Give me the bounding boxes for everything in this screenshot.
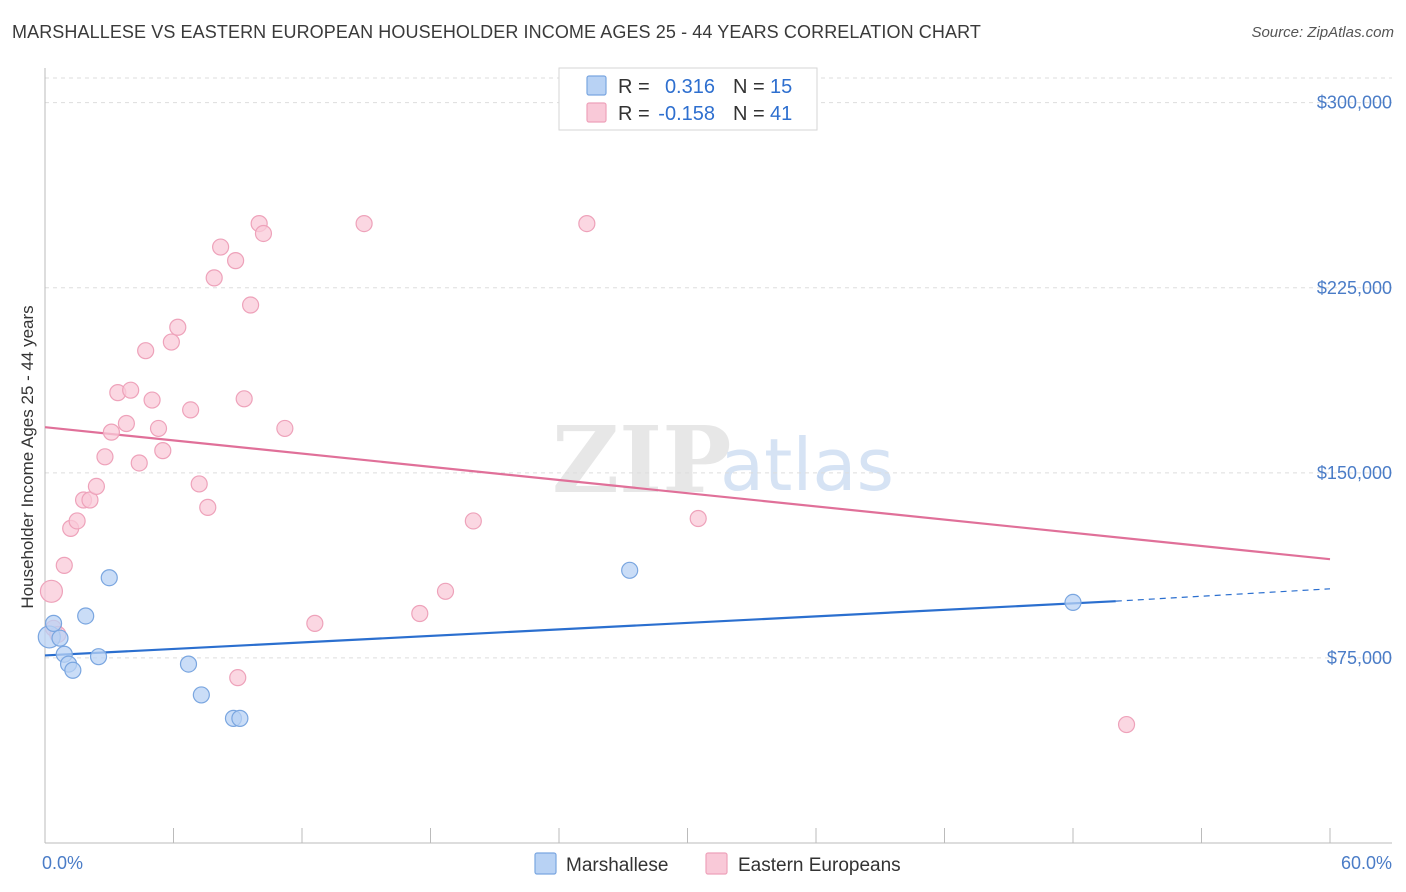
point-eastern-europeans-25 — [212, 238, 230, 256]
point-eastern-europeans-20 — [169, 318, 187, 336]
point-eastern-europeans-29 — [242, 296, 260, 314]
point-eastern-europeans-32 — [276, 419, 294, 438]
trend-line-marshallese-extension — [1115, 588, 1331, 602]
point-eastern-europeans-3 — [55, 556, 73, 574]
point-eastern-europeans-5 — [68, 512, 86, 530]
watermark-atlas: atlas — [720, 423, 894, 507]
point-marshallese-1 — [44, 614, 63, 632]
legend-r-value-1: -0.158 — [658, 103, 715, 125]
point-eastern-europeans-18 — [154, 442, 172, 460]
legend-swatch-marshallese — [586, 75, 607, 96]
point-eastern-europeans-40 — [1117, 715, 1136, 734]
legend-n-label-1: N = — [733, 103, 765, 125]
point-eastern-europeans-21 — [182, 401, 200, 419]
point-marshallese-6 — [77, 607, 95, 625]
legend-r-value-0: 0.316 — [665, 76, 715, 98]
legend-n-value-0: 15 — [770, 76, 792, 98]
x-tick-label-min: 0.0% — [42, 853, 83, 873]
point-eastern-europeans-23 — [199, 498, 217, 516]
point-eastern-europeans-12 — [117, 414, 135, 433]
y-tick-label-3: $300,000 — [1317, 93, 1392, 113]
point-eastern-europeans-37 — [464, 512, 482, 530]
point-marshallese-14 — [1064, 593, 1082, 611]
point-eastern-europeans-34 — [355, 214, 373, 233]
scatter-points — [37, 214, 1136, 734]
chart-title: MARSHALLESE VS EASTERN EUROPEAN HOUSEHOL… — [12, 22, 981, 42]
point-eastern-europeans-17 — [149, 419, 168, 438]
series-legend-swatch-eastern-europeans — [705, 852, 728, 875]
y-tick-label-0: $75,000 — [1327, 648, 1392, 668]
legend-n-value-1: 41 — [770, 103, 792, 125]
trend-line-marshallese — [44, 600, 1116, 657]
legend-r-label-1: R = — [618, 103, 650, 125]
point-eastern-europeans-14 — [130, 454, 148, 472]
point-eastern-europeans-31 — [254, 224, 273, 243]
grid-lines — [45, 77, 1392, 659]
point-eastern-europeans-26 — [227, 252, 245, 270]
y-tick-label-1: $150,000 — [1317, 463, 1392, 483]
series-legend-label-eastern-europeans: Eastern Europeans — [738, 855, 901, 876]
point-eastern-europeans-10 — [102, 423, 120, 441]
point-eastern-europeans-0 — [39, 579, 64, 603]
point-eastern-europeans-36 — [436, 582, 455, 600]
point-eastern-europeans-27 — [229, 669, 247, 687]
series-legend-label-marshallese: Marshallese — [566, 855, 668, 876]
y-tick-label-2: $225,000 — [1317, 278, 1392, 298]
legend-swatch-eastern-europeans — [586, 102, 607, 123]
point-marshallese-13 — [621, 561, 639, 579]
point-eastern-europeans-15 — [137, 342, 155, 360]
point-marshallese-5 — [64, 661, 82, 679]
chart-source: Source: ZipAtlas.com — [1251, 24, 1394, 41]
point-marshallese-8 — [100, 569, 118, 587]
trend-line-eastern-europeans — [44, 426, 1331, 561]
point-eastern-europeans-19 — [162, 333, 180, 351]
watermark-zip: ZIP — [552, 406, 731, 514]
point-marshallese-9 — [179, 655, 198, 673]
point-eastern-europeans-13 — [122, 381, 140, 399]
stats-legend: R = 0.316 N = 15 R = -0.158 N = 41 — [558, 67, 818, 131]
point-eastern-europeans-22 — [190, 475, 208, 493]
legend-r-label-0: R = — [618, 76, 650, 98]
point-eastern-europeans-28 — [235, 390, 253, 408]
point-eastern-europeans-33 — [306, 614, 324, 632]
point-eastern-europeans-38 — [578, 214, 596, 233]
point-marshallese-12 — [231, 709, 249, 727]
point-marshallese-2 — [51, 629, 69, 647]
point-marshallese-7 — [89, 648, 108, 666]
trend-lines — [44, 426, 1331, 657]
point-eastern-europeans-39 — [689, 509, 707, 528]
point-eastern-europeans-8 — [87, 477, 106, 496]
series-legend: Marshallese Eastern Europeans — [534, 852, 901, 876]
series-legend-swatch-marshallese — [534, 852, 557, 875]
point-eastern-europeans-9 — [96, 448, 114, 466]
legend-n-label-0: N = — [733, 76, 765, 98]
x-tick-label-max: 60.0% — [1341, 853, 1392, 873]
y-axis-label: Householder Income Ages 25 - 44 years — [18, 305, 37, 608]
point-eastern-europeans-16 — [143, 391, 161, 409]
point-eastern-europeans-24 — [205, 269, 223, 287]
point-marshallese-10 — [192, 686, 210, 704]
y-tick-labels: $75,000 $150,000 $225,000 $300,000 — [1317, 93, 1392, 668]
point-eastern-europeans-35 — [411, 604, 429, 623]
axes — [44, 68, 1392, 844]
